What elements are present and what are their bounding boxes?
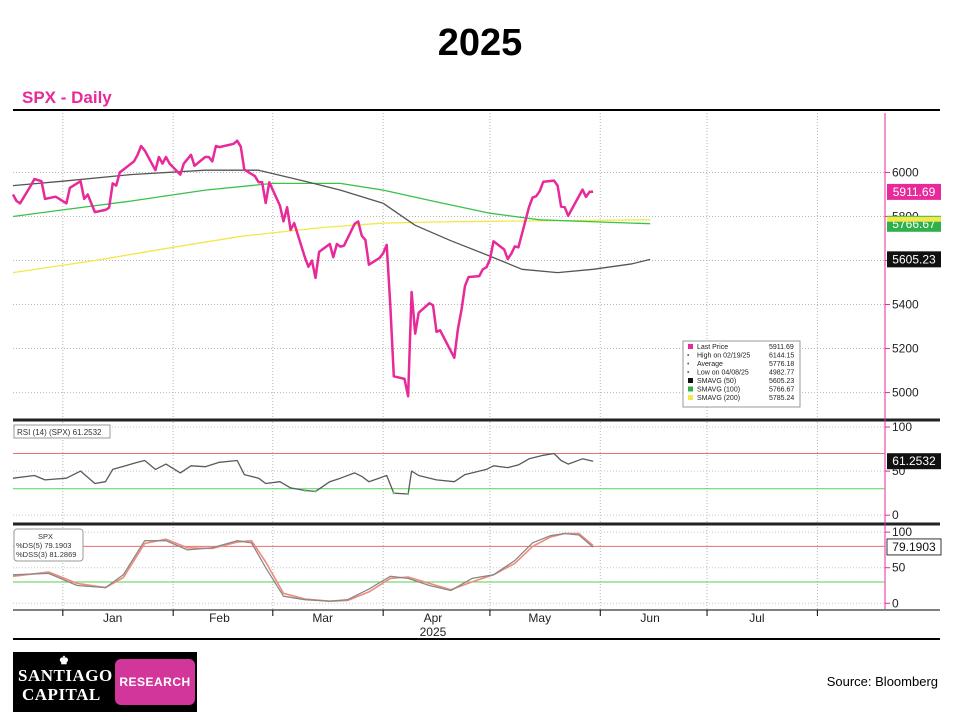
legend-label: SMAVG (200) (697, 395, 740, 402)
source-note: Source: Bloomberg (827, 674, 938, 689)
y-tick-label: 0 (892, 508, 899, 522)
legend-swatch (688, 344, 693, 349)
stoch-last-tag: 79.1903 (892, 540, 936, 554)
legend-label: High on 02/19/25 (697, 353, 750, 360)
last-value-tag: 5911.69 (893, 185, 936, 199)
stoch-label-line: SPX (38, 532, 53, 541)
y-tick-label: 6000 (892, 165, 919, 179)
y-tick-label: 5200 (892, 342, 919, 356)
legend-swatch (688, 387, 693, 392)
rsi-label: RSI (14) (SPX) 61.2532 (17, 428, 102, 437)
x-tick-label: May (528, 611, 551, 625)
legend-label: SMAVG (50) (697, 378, 736, 385)
legend-label: SMAVG (100) (697, 387, 740, 394)
rsi-oversold-point (304, 489, 306, 491)
x-tick-label: Feb (209, 611, 230, 625)
y-tick-label: 5400 (892, 298, 919, 312)
x-tick-label: Mar (312, 611, 333, 625)
y-tick-label: 100 (892, 525, 912, 539)
legend-value: 6144.15 (769, 353, 794, 360)
rsi-last-tag: 61.2532 (892, 454, 936, 468)
x-tick-label: Apr (424, 611, 443, 625)
legend-value: 5911.69 (769, 344, 794, 351)
legend-swatch (688, 378, 693, 383)
x-axis-label: 2025 (420, 625, 447, 639)
legend-swatch (688, 395, 693, 400)
legend-label: Last Price (697, 344, 728, 351)
logo-line2: CAPITAL (22, 685, 101, 705)
legend-value: 5785.24 (769, 395, 794, 402)
legend-label: Low on 04/08/25 (697, 370, 749, 377)
x-tick-label: Jan (103, 611, 122, 625)
legend-value: 5605.23 (769, 378, 794, 385)
legend-label: Average (697, 361, 723, 368)
legend-value: 5776.18 (769, 361, 794, 368)
sma200-tag-stub (887, 217, 941, 222)
rsi-oversold-point (314, 490, 316, 492)
y-tick-label: 5000 (892, 386, 919, 400)
y-tick-label: 100 (892, 420, 912, 434)
x-tick-label: Jul (749, 611, 764, 625)
logo-line1: SANTIAGO (18, 666, 113, 686)
rsi-oversold-point (393, 492, 395, 494)
logo-badge: RESEARCH (115, 659, 195, 705)
x-tick-label: Jun (640, 611, 659, 625)
rsi-line (13, 454, 593, 495)
last-value-tag: 5605.23 (892, 252, 936, 266)
y-tick-label: 50 (892, 561, 906, 575)
y-tick-label: 0 (892, 596, 899, 610)
rsi-oversold-point (407, 493, 409, 495)
santiago-capital-logo: ♚ SANTIAGO CAPITAL RESEARCH (13, 652, 197, 712)
stoch-label-line: %DS(5) 79.1903 (16, 541, 71, 550)
legend-value: 4982.77 (769, 370, 794, 377)
legend-value: 5766.67 (769, 387, 794, 394)
price-line (13, 141, 593, 397)
stoch-label-line: %DSS(3) 81.2869 (16, 550, 76, 559)
